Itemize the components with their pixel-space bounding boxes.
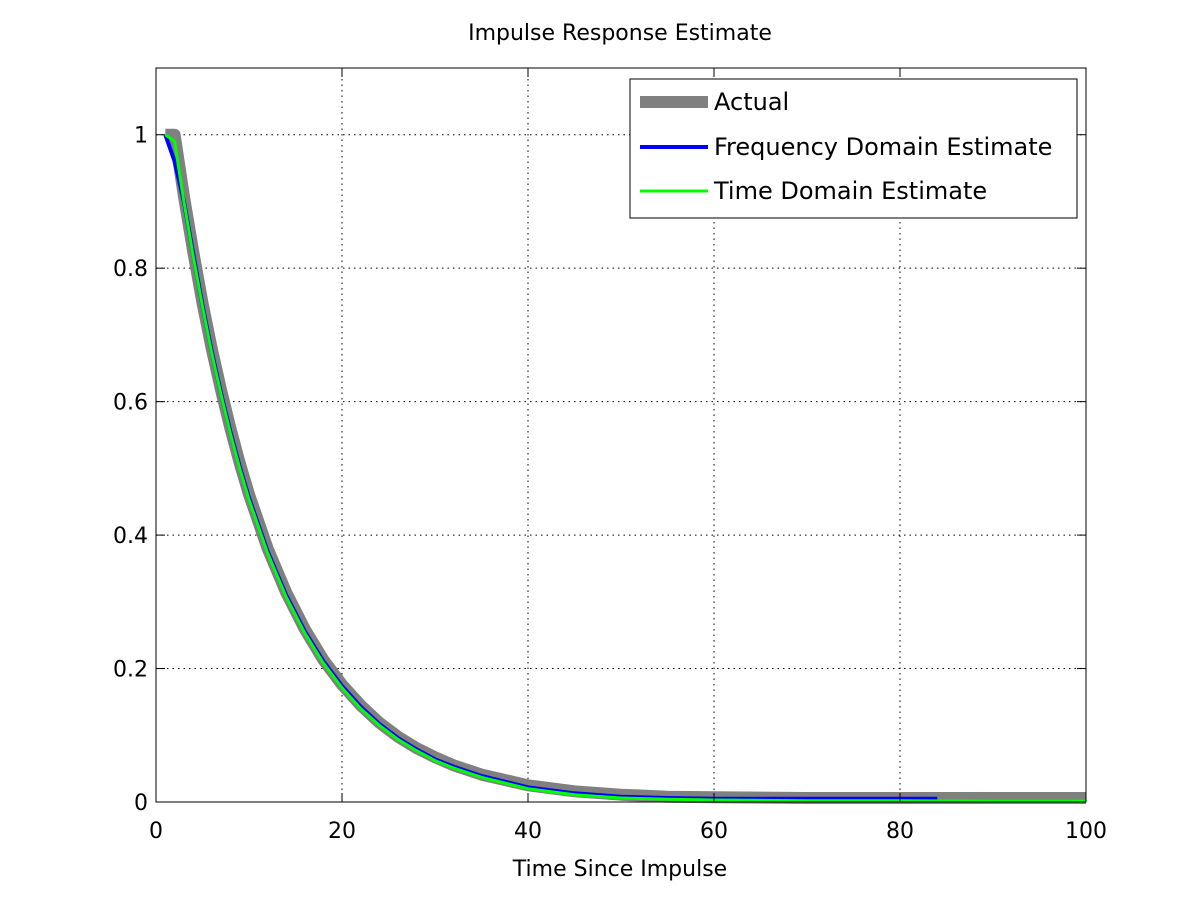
axes-box xyxy=(155,67,1087,803)
legend-label-0: Actual xyxy=(714,88,789,116)
x-axis-title: Time Since Impulse xyxy=(512,857,727,882)
x-tick-label: 0 xyxy=(149,819,163,844)
y-tick-label: 0 xyxy=(134,791,148,816)
axis-ticks: 0 20 40 60 80 100 0 0.2 0.4 0.6 0.8 1 xyxy=(113,68,1107,844)
legend-entries: Actual Frequency Domain Estimate Time Doma… xyxy=(640,88,1052,205)
x-tick-label: 100 xyxy=(1065,819,1107,844)
x-tick-label: 40 xyxy=(514,819,542,844)
legend-label-1: Frequency Domain Estimate xyxy=(714,133,1052,161)
y-tick-label: 0.2 xyxy=(113,658,148,683)
y-tick-label: 0.8 xyxy=(113,257,148,282)
y-tick-label: 0.6 xyxy=(113,391,148,416)
legend: Actual Frequency Domain Estimate Time Doma… xyxy=(629,78,1078,219)
chart-title: Impulse Response Estimate xyxy=(468,21,772,46)
x-tick-label: 80 xyxy=(886,819,914,844)
y-tick-label: 0.4 xyxy=(113,524,148,549)
y-tick-label: 1 xyxy=(134,124,148,149)
series-lines xyxy=(163,128,1086,804)
legend-label-2: Time Domain Estimate xyxy=(713,177,987,205)
series-line-2 xyxy=(164,133,1086,803)
x-tick-label: 60 xyxy=(700,819,728,844)
x-tick-label: 20 xyxy=(328,819,356,844)
